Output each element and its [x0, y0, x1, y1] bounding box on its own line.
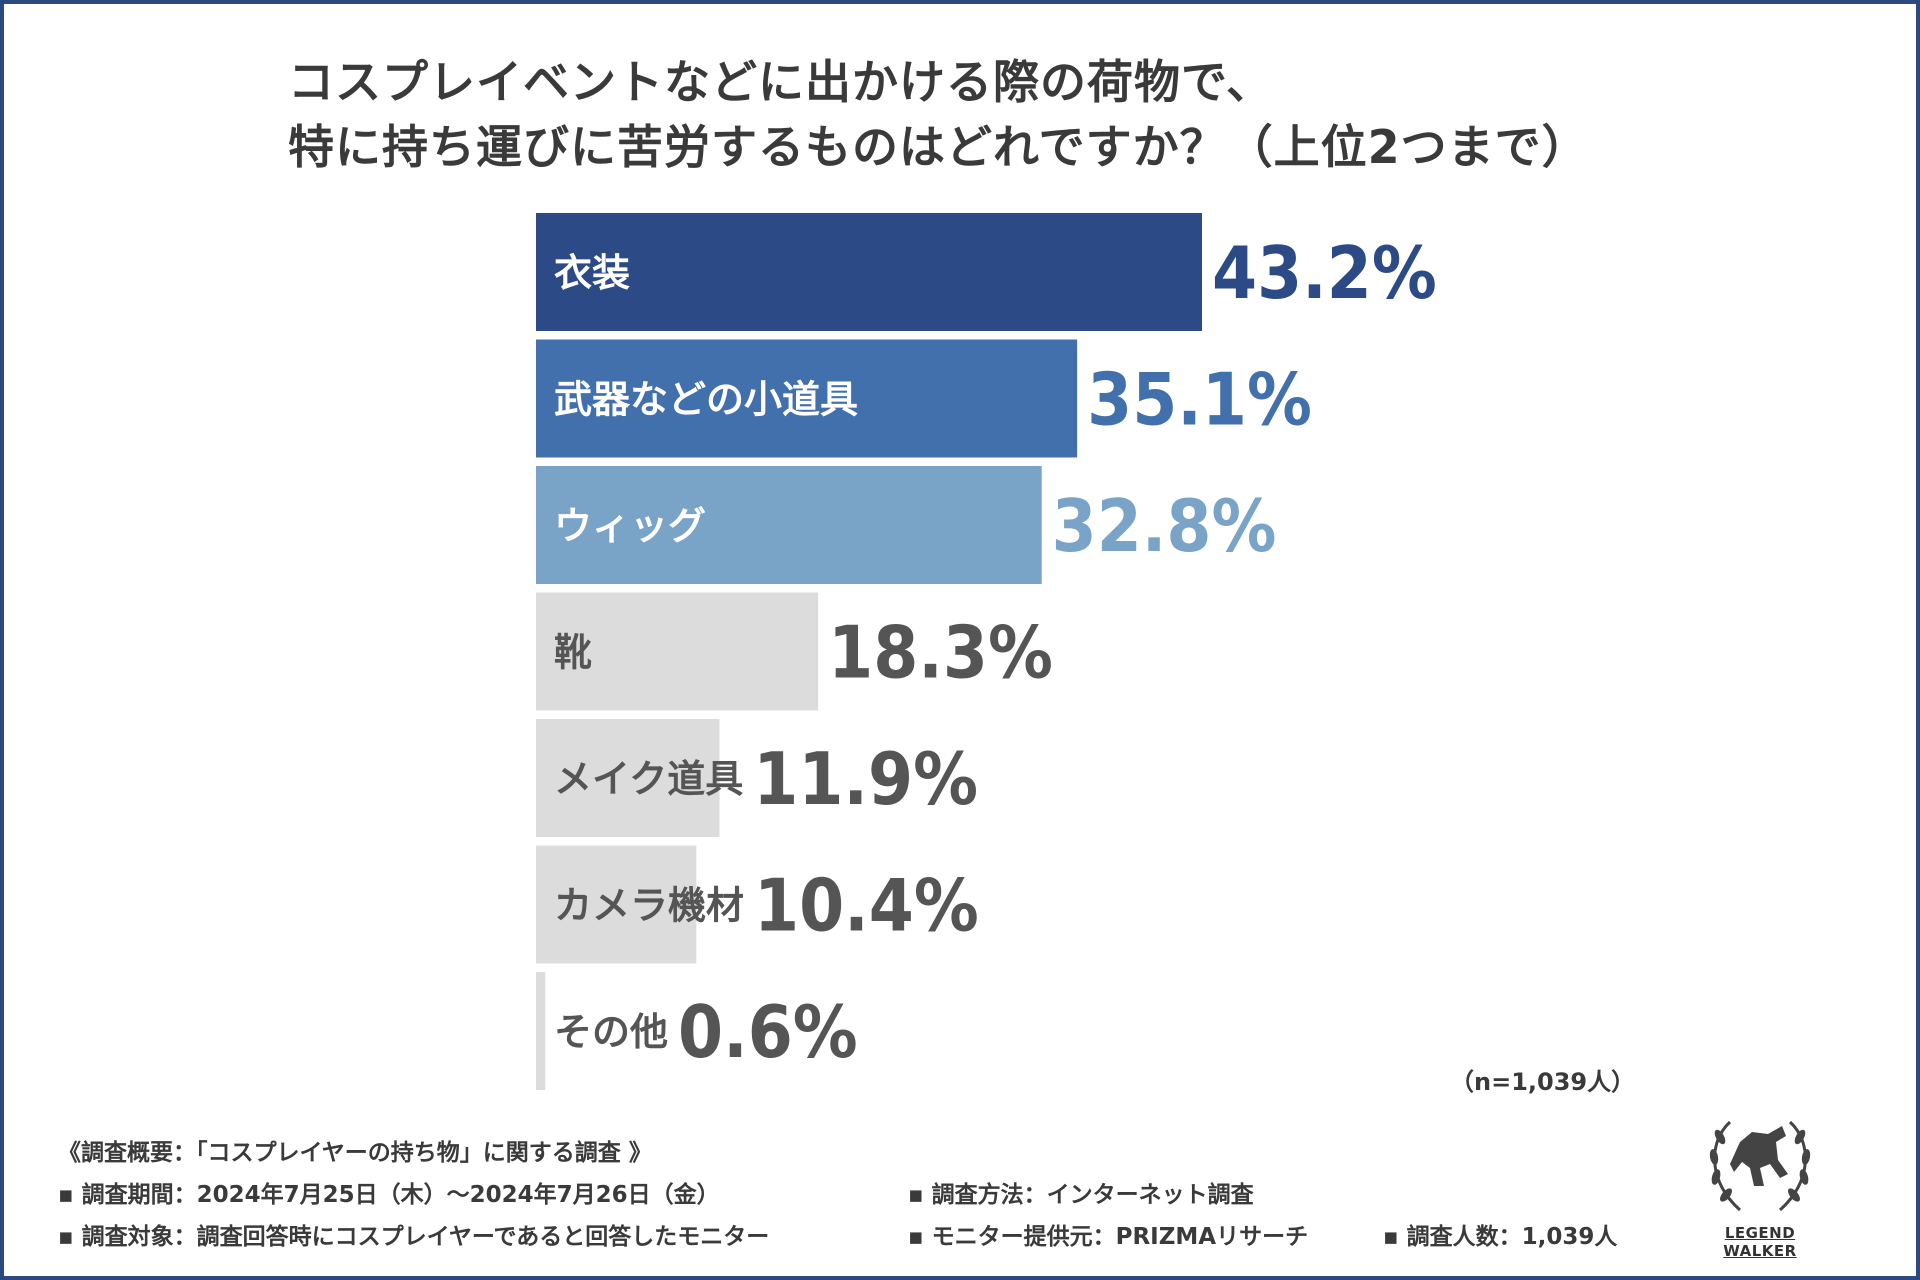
value-label-2: 32.8%	[1052, 484, 1277, 568]
value-label-3: 18.3%	[828, 611, 1053, 695]
bar-label-5: カメラ機材	[554, 884, 744, 928]
bar-3	[536, 592, 819, 711]
value-label-0: 43.2%	[1212, 231, 1437, 315]
survey-heading: 《調査概要：「コスプレイヤーの持ち物」に関する調査 》	[58, 1140, 652, 1166]
legend-walker-logo: LEGEND WALKER	[1690, 1102, 1830, 1260]
bar-6	[536, 972, 546, 1090]
value-label-1: 35.1%	[1087, 358, 1312, 442]
survey-count: ▪ 調査人数：1,039人	[1383, 1224, 1618, 1250]
bar-0	[536, 213, 1202, 331]
survey-target: ▪ 調査対象：調査回答時にコスプレイヤーであると回答したモニター	[58, 1224, 770, 1250]
survey-row-1: ▪ 調査期間：2024年7月25日（木）～2024年7月26日（金） ▪ 調査方…	[58, 1174, 1254, 1216]
value-label-5: 10.4%	[754, 864, 979, 948]
bar-label-3: 靴	[554, 631, 592, 675]
bar-label-0: 衣装	[554, 251, 630, 295]
bar-2	[536, 466, 1042, 584]
bar-1	[536, 339, 1078, 458]
chart-title: コスプレイベントなどに出かける際の荷物で、 特に持ち運びに苦労するものはどれです…	[288, 50, 1589, 180]
value-label-6: 0.6%	[678, 990, 858, 1074]
bar-label-2: ウィッグ	[554, 504, 706, 548]
title-line-1: コスプレイベントなどに出かける際の荷物で、	[288, 55, 1274, 109]
bar-chart: 衣装 43.2% 武器などの小道具 35.1% ウィッグ 32.8% 靴 18.3% メイク道具…	[536, 213, 1437, 1090]
survey-overview: 《調査概要：「コスプレイヤーの持ち物」に関する調査 》 ▪ 調査期間：2024年…	[58, 1132, 1617, 1258]
logo-text: LEGEND WALKER	[1723, 1224, 1797, 1260]
sample-size-note: （n=1,039人）	[1450, 1068, 1636, 1096]
title-line-2: 特に持ち運びに苦労するものはどれですか？（上位2つまで）	[288, 120, 1589, 174]
survey-provider: ▪ モニター提供元：PRIZMAリサーチ	[908, 1224, 1309, 1250]
bar-5	[536, 845, 697, 964]
bar-4	[536, 719, 720, 837]
laurel-horse-icon	[1709, 1120, 1811, 1212]
bar-label-1: 武器などの小道具	[554, 378, 858, 422]
value-label-4: 11.9%	[753, 737, 978, 821]
survey-row-2: ▪ 調査対象：調査回答時にコスプレイヤーであると回答したモニター ▪ モニター提…	[58, 1216, 1617, 1258]
bar-label-6: その他	[554, 1010, 668, 1054]
survey-period: ▪ 調査期間：2024年7月25日（木）～2024年7月26日（金）	[58, 1182, 720, 1208]
survey-method: ▪ 調査方法：インターネット調査	[908, 1182, 1254, 1208]
bar-label-4: メイク道具	[554, 757, 743, 801]
